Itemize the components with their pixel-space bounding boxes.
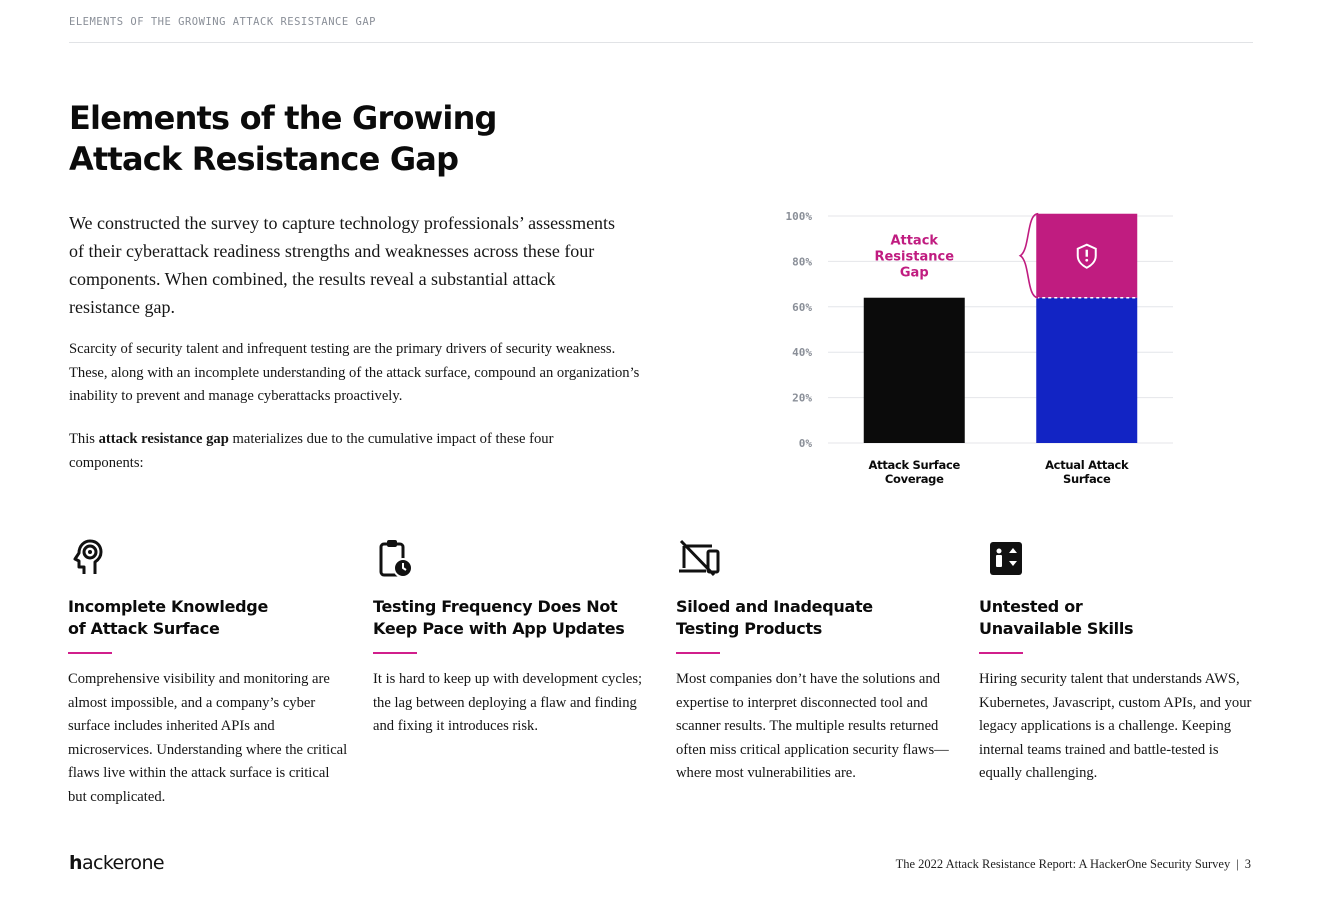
body-paragraph-1: Scarcity of security talent and infreque… [69,341,640,404]
y-tick-label: 80% [792,255,812,268]
component-4-title-line-1: Untested or [979,597,1083,616]
y-tick-label: 100% [786,210,813,223]
component-2-title: Testing Frequency Does Not Keep Pace with… [373,596,653,644]
component-1-body: Comprehensive visibility and monitoring … [68,671,348,805]
x-category-label: Actual Attack [1045,458,1129,472]
para2-before: This [69,431,99,447]
logo-h: h [69,852,83,874]
attack-resistance-chart: 0% 20% 40% 60% 80% 100% Attack Resistance Gap Att… [770,200,1190,495]
component-1-title-line-2: of Attack Surface [68,619,220,638]
component-1-title-line-1: Incomplete Knowledge [68,597,269,616]
y-tick-label: 20% [792,392,812,405]
x-category-label: Attack Surface [869,458,961,472]
elevator-icon [990,542,1022,575]
y-tick-label: 60% [792,301,812,314]
component-3: Siloed and Inadequate Testing Products Mo… [676,538,956,786]
shield-icon-bar [1085,249,1088,257]
gap-annotation-label: Resistance [874,250,954,265]
page-title: Elements of the Growing Attack Resistanc… [69,99,497,178]
component-3-body: Most companies don’t have the solutions … [676,671,949,781]
accent-rule [373,652,417,654]
page-footer: The 2022 Attack Resistance Report: A Hac… [896,857,1251,872]
footer-report-title: The 2022 Attack Resistance Report: A Hac… [895,857,1231,871]
component-4-title: Untested or Unavailable Skills [979,596,1259,644]
gap-annotation-label: Gap [900,266,929,281]
bar [1036,297,1138,443]
y-tick-label: 0% [799,437,813,450]
accent-rule [676,652,720,654]
component-2-title-line-2: Keep Pace with App Updates [373,619,625,638]
component-2-body: It is hard to keep up with development c… [373,671,643,734]
component-2-title-line-1: Testing Frequency Does Not [373,597,618,616]
devices-off-icon [679,539,720,577]
head-gear-icon [73,539,103,574]
para2-bold: attack resistance gap [98,431,229,447]
component-1-title: Incomplete Knowledge of Attack Surface [68,596,348,644]
page-number: 3 [1244,857,1251,871]
running-head: ELEMENTS OF THE GROWING ATTACK RESISTANC… [69,16,376,28]
clipboard-clock-icon [379,540,413,578]
x-category-label: Coverage [885,472,944,486]
component-2: Testing Frequency Does Not Keep Pace with… [373,538,653,739]
para2-after: materializes due to the cumulative impac… [69,431,554,471]
accent-rule [979,652,1023,654]
bar [863,297,965,443]
shield-icon-dot [1085,258,1089,262]
body-paragraph-2: This attack resistance gap materializes … [69,428,609,475]
component-3-title-line-2: Testing Products [676,619,823,638]
hackerone-logo: hackerone [69,852,165,874]
lead-paragraph: We constructed the survey to capture tec… [69,213,616,317]
x-category-label: Surface [1063,472,1111,486]
gap-annotation-label: Attack [890,234,938,249]
component-1: Incomplete Knowledge of Attack Surface Co… [68,538,348,809]
accent-rule [68,652,112,654]
component-4: Untested or Unavailable Skills Hiring sec… [979,538,1259,786]
header-divider [69,42,1253,43]
y-tick-label: 40% [792,346,812,359]
footer-separator: | [1236,857,1239,871]
logo-rest: ackerone [81,852,165,874]
component-3-title-line-1: Siloed and Inadequate [676,597,873,616]
shield-icon [1076,243,1097,269]
component-4-title-line-2: Unavailable Skills [979,619,1134,638]
gap-brace [1018,212,1039,299]
component-4-body: Hiring security talent that understands … [979,671,1252,781]
component-3-title: Siloed and Inadequate Testing Products [676,596,956,644]
